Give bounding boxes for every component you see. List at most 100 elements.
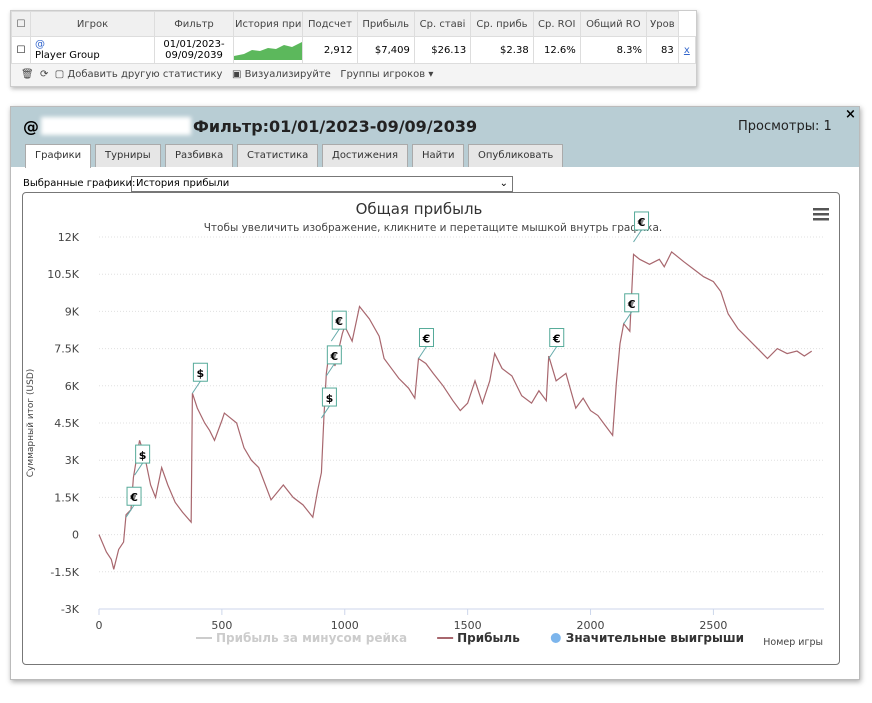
win-flag: $: [320, 387, 337, 419]
flag-label: €: [330, 350, 339, 363]
flag-label: $: [326, 392, 334, 405]
column-header[interactable]: Ср. ставі: [413, 11, 472, 37]
cell: $2.38: [470, 36, 534, 64]
cell: 83: [646, 36, 679, 64]
flag-label: €: [627, 298, 636, 311]
cell: $7,409: [356, 36, 415, 64]
flag-stem: [548, 346, 558, 359]
win-flag: €: [325, 345, 342, 377]
chart-select[interactable]: История прибыли ⌄: [131, 176, 513, 192]
tab[interactable]: Разбивка: [165, 144, 234, 167]
y-tick-label: 9K: [65, 305, 80, 318]
y-tick-label: 4.5K: [54, 417, 79, 430]
win-flag: €: [623, 293, 640, 325]
select-value: История прибыли: [136, 178, 230, 189]
y-tick-label: 0: [72, 529, 79, 542]
y-tick-label: 12K: [58, 231, 80, 244]
flag-box: [135, 444, 151, 464]
flag-stem: [191, 380, 201, 394]
sparkline: [234, 41, 303, 60]
tab[interactable]: Достижения: [322, 144, 408, 167]
x-tick-label: 1000: [331, 619, 359, 632]
flag-label: $: [197, 367, 205, 380]
link-cell[interactable]: x: [677, 36, 697, 64]
player: Player Group: [35, 50, 100, 61]
visualize[interactable]: Визуализируйте: [244, 69, 331, 80]
column-header[interactable]: Игрок: [30, 11, 155, 37]
views: Просмотры: 1: [738, 119, 832, 134]
flag-stem: [320, 405, 330, 419]
column-header[interactable]: Общий RO: [579, 11, 648, 37]
panel: @ Фильтр:01/01/2023-09/09/2039 Просмотры…: [10, 106, 860, 680]
stats-table: ☐ Игрок Фильтр История при Подсчет Прибыль Ср.…: [10, 10, 697, 87]
select-arrow: ⌄: [499, 178, 508, 189]
win-flag: $: [134, 444, 151, 476]
add-stat[interactable]: Добавить другую статистику: [67, 69, 223, 80]
tab[interactable]: Турниры: [95, 144, 161, 167]
chart-title: Общая прибыль: [356, 200, 483, 218]
x-tick-label: 0: [96, 619, 103, 632]
flag-stem: [134, 462, 144, 476]
flag-label: €: [334, 315, 343, 328]
flag-stem: [330, 328, 340, 342]
y-tick-label: -3K: [61, 603, 80, 616]
flag-label: €: [422, 333, 431, 346]
flag-stem: [633, 229, 642, 243]
flag-stem: [125, 504, 135, 518]
data-row: ☐ @ Player Group 01/01/2023-09/09/2039 2,…: [11, 36, 697, 64]
cell: 2,912: [302, 36, 358, 64]
panel-header: @ Фильтр:01/01/2023-09/09/2039 Просмотры…: [11, 107, 859, 168]
win-flag: €: [418, 328, 434, 359]
checkbox-cell[interactable]: ☐: [11, 11, 31, 37]
player-cell: @ Player Group: [30, 36, 155, 64]
close[interactable]: ×: [845, 107, 856, 122]
legend-label[interactable]: Прибыль: [457, 631, 520, 645]
y-tick-label: 1.5K: [54, 491, 79, 504]
win-flag: €: [548, 328, 565, 359]
y-tick-label: 6K: [65, 380, 80, 393]
legend-swatch: [550, 633, 561, 643]
flag-box: [624, 293, 640, 313]
sparkline-cell: [232, 36, 304, 64]
tab[interactable]: Найти: [412, 144, 465, 167]
select-label: Выбранные графики:: [23, 178, 136, 189]
column-header[interactable]: Уров: [646, 11, 679, 37]
column-header[interactable]: История при: [232, 11, 304, 37]
cell: 8.3%: [579, 36, 648, 64]
x-tick-label: 500: [211, 619, 232, 632]
column-header[interactable]: Ср. ROI: [532, 11, 581, 37]
tab[interactable]: Статистика: [237, 144, 319, 167]
flag-box: [321, 387, 337, 407]
cell: 12.6%: [532, 36, 581, 64]
flag-label: €: [637, 216, 646, 229]
column-header[interactable]: Подсчет: [302, 11, 358, 37]
tab[interactable]: Графики: [25, 144, 92, 168]
legend-label[interactable]: Значительные выигрыши: [566, 631, 744, 645]
x-axis-label: Номер игры: [763, 637, 823, 648]
header-row: ☐ Игрок Фильтр История при Подсчет Прибыль Ср.…: [11, 11, 696, 37]
x-tick-label: 2500: [699, 619, 727, 632]
win-flag: €: [125, 486, 142, 518]
player-prefix: @: [35, 39, 45, 50]
tab[interactable]: Опубликовать: [468, 144, 564, 167]
column-header[interactable]: Прибыль: [356, 11, 415, 37]
flag-stem: [325, 363, 335, 377]
y-axis-label: Суммарный итог (USD): [26, 369, 36, 478]
cell: $26.13: [413, 36, 472, 64]
flag-stem: [418, 346, 427, 359]
flag-box: [126, 486, 142, 506]
menu-icon[interactable]: [813, 208, 829, 221]
flag-box: [634, 211, 650, 231]
column-header[interactable]: Ср. прибь: [470, 11, 534, 37]
checkbox-cell[interactable]: ☐: [11, 36, 31, 64]
toolbar: 🗑 ⟳ ▢ Добавить другую статистику ▣ Визуа…: [11, 64, 696, 86]
groups[interactable]: Группы игроков: [340, 69, 426, 80]
title-prefix: @: [23, 117, 39, 136]
flag-box: [331, 310, 347, 330]
flag-box: [326, 345, 342, 365]
legend-label[interactable]: Прибыль за минусом рейка: [216, 631, 407, 645]
y-tick-label: 7.5K: [54, 343, 79, 356]
win-flag: €: [633, 211, 650, 243]
column-header[interactable]: Фильтр: [154, 11, 234, 37]
